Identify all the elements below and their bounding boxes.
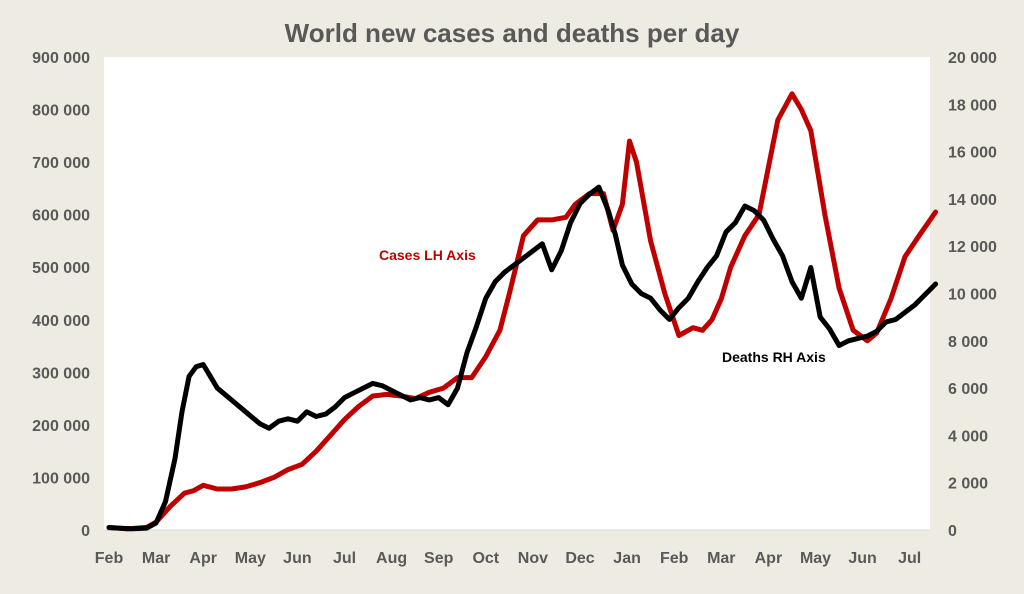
y-right-tick-label: 6 000 [948,381,988,398]
y-left-tick-label: 700 000 [32,155,90,172]
y-right-tick-label: 16 000 [948,145,997,162]
y-right-tick-label: 12 000 [948,239,997,256]
x-tick-label: Jun [283,550,311,567]
y-right-tick-label: 4 000 [948,428,988,445]
left-axis-ticks: 0 100 000 200 000 300 000 400 000 500 000 600 … [32,50,90,540]
y-right-tick-label: 14 000 [948,192,997,209]
y-right-tick-label: 0 [948,523,957,540]
y-right-tick-label: 18 000 [948,97,997,114]
x-tick-label: Aug [376,550,407,567]
x-axis-ticks: Feb Mar Apr May Jun Jul Aug Sep Oct Nov Dec Jan Feb M… [95,550,921,567]
x-tick-label: Dec [565,550,594,567]
x-tick-label: Jul [333,550,356,567]
x-tick-label: Jul [898,550,921,567]
chart-title: World new cases and deaths per day [285,18,740,48]
x-tick-label: May [800,550,831,567]
cases-series-line [106,91,939,532]
series-lines [106,91,939,532]
y-right-tick-label: 2 000 [948,476,988,493]
right-axis-ticks: 0 2 000 4 000 6 000 8 000 10 000 12 000 14 000 1… [948,50,997,540]
x-tick-label: Oct [472,550,499,567]
plot-area [104,57,930,530]
annotation-cases: Cases LH Axis [379,247,476,263]
y-left-tick-label: 200 000 [32,418,90,435]
y-left-tick-label: 400 000 [32,313,90,330]
x-tick-label: Mar [142,550,170,567]
y-left-tick-label: 600 000 [32,208,90,225]
x-tick-label: Jan [613,550,641,567]
x-tick-label: Nov [518,550,548,567]
y-left-tick-label: 800 000 [32,103,90,120]
x-tick-label: May [235,550,266,567]
y-left-tick-label: 500 000 [32,260,90,277]
y-right-tick-label: 20 000 [948,50,997,67]
x-tick-label: Jun [848,550,876,567]
x-tick-label: Sep [424,550,454,567]
x-tick-label: Apr [755,550,783,567]
y-right-tick-label: 10 000 [948,287,997,304]
y-left-tick-label: 300 000 [32,365,90,382]
x-tick-label: Apr [189,550,217,567]
x-tick-label: Feb [660,550,689,567]
y-left-tick-label: 100 000 [32,470,90,487]
deaths-series-line [106,184,939,532]
y-left-tick-label: 900 000 [32,50,90,67]
annotation-deaths: Deaths RH Axis [722,349,826,365]
y-left-tick-label: 0 [81,523,90,540]
x-tick-label: Feb [95,550,124,567]
y-right-tick-label: 8 000 [948,334,988,351]
x-tick-label: Mar [707,550,735,567]
